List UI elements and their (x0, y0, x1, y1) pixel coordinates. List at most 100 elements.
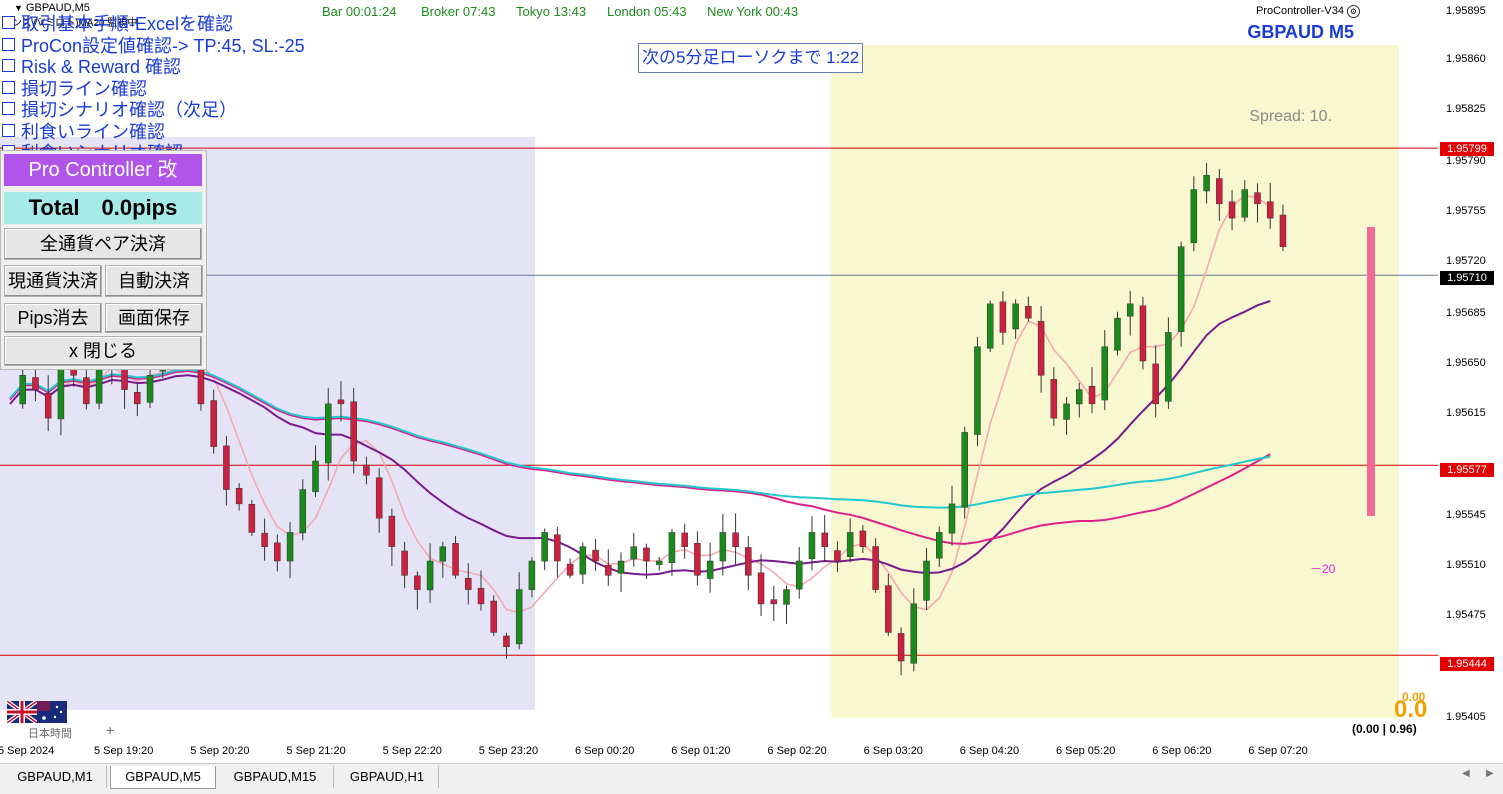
checklist-item[interactable]: 利食いライン確認 (2, 122, 165, 143)
candle-body[interactable] (1114, 317, 1121, 351)
candle-body[interactable] (312, 460, 319, 493)
candle-body[interactable] (923, 560, 930, 601)
candle-body[interactable] (1012, 303, 1019, 330)
candle-body[interactable] (477, 587, 485, 605)
candle-body[interactable] (1025, 305, 1032, 319)
candle-body[interactable] (655, 560, 663, 565)
candle-body[interactable] (872, 546, 879, 590)
checkbox-icon[interactable] (2, 102, 15, 115)
candle-body[interactable] (1177, 246, 1185, 332)
checklist-item[interactable]: 取引基本手順-Excelを確認 (2, 14, 233, 35)
candle-body[interactable] (439, 546, 447, 562)
candle-body[interactable] (554, 534, 561, 562)
candle-body[interactable] (146, 375, 154, 403)
candle-body[interactable] (630, 546, 638, 560)
candle-body[interactable] (897, 633, 905, 662)
clear-pips-button[interactable]: Pips消去 (4, 303, 102, 333)
candle-body[interactable] (566, 563, 574, 576)
candle-body[interactable] (821, 532, 828, 547)
checkbox-icon[interactable] (2, 80, 15, 94)
candle-body[interactable] (694, 542, 701, 576)
candle-body[interactable] (223, 445, 230, 490)
candle-body[interactable] (197, 364, 205, 405)
candle-body[interactable] (324, 403, 332, 464)
candle-body[interactable] (974, 346, 981, 435)
candle-body[interactable] (83, 377, 90, 405)
candle-body[interactable] (286, 532, 294, 562)
candle-body[interactable] (579, 546, 587, 575)
candle-body[interactable] (592, 549, 599, 562)
candle-body[interactable] (885, 585, 892, 633)
candle-body[interactable] (719, 532, 727, 562)
candle-body[interactable] (808, 532, 816, 560)
checklist-item[interactable]: ProCon設定値確認-> TP:45, SL:-25 (2, 36, 305, 57)
chart-canvas[interactable] (0, 0, 1438, 741)
candle-body[interactable] (1076, 389, 1083, 405)
candle-body[interactable] (999, 301, 1007, 333)
candle-body[interactable] (1228, 201, 1236, 219)
chart-tab[interactable]: GBPAUD,M15 (217, 766, 334, 788)
candle-body[interactable] (732, 532, 739, 547)
checkbox-icon[interactable] (2, 123, 15, 137)
candle-body[interactable] (986, 303, 994, 349)
candle-body[interactable] (770, 599, 778, 605)
candle-body[interactable] (337, 399, 345, 405)
candle-body[interactable] (706, 560, 714, 579)
candle-body[interactable] (1037, 321, 1045, 376)
candle-body[interactable] (1139, 305, 1147, 362)
close-current-pair-button[interactable]: 現通貨決済 (4, 265, 102, 297)
candle-body[interactable] (375, 477, 383, 519)
candle-body[interactable] (44, 392, 52, 419)
candle-body[interactable] (846, 532, 854, 558)
candle-body[interactable] (834, 550, 841, 562)
candle-body[interactable] (261, 532, 268, 547)
checkbox-icon[interactable] (2, 16, 15, 29)
candle-body[interactable] (1050, 379, 1058, 419)
collapse-triangle-icon[interactable]: ▼ (14, 3, 23, 13)
candle-body[interactable] (745, 547, 752, 576)
candle-body[interactable] (363, 464, 370, 476)
candle-body[interactable] (948, 503, 956, 534)
candle-body[interactable] (795, 560, 803, 590)
candle-body[interactable] (426, 560, 434, 591)
candle-body[interactable] (350, 401, 357, 462)
scroll-left-icon[interactable]: ◀ (1462, 768, 1470, 779)
checklist-item[interactable]: 損切シナリオ確認（次足） (2, 100, 237, 121)
candle-body[interactable] (134, 391, 141, 405)
candle-body[interactable] (757, 572, 765, 605)
candle-body[interactable] (274, 542, 281, 562)
candle-body[interactable] (248, 504, 256, 533)
candle-body[interactable] (32, 377, 39, 390)
candle-body[interactable] (541, 532, 548, 562)
candle-body[interactable] (401, 550, 408, 576)
candle-body[interactable] (668, 532, 676, 563)
candle-body[interactable] (605, 564, 612, 576)
candle-body[interactable] (681, 532, 688, 547)
candle-body[interactable] (643, 547, 650, 562)
chart-tab[interactable]: GBPAUD,M5 (110, 766, 216, 789)
chart-tab[interactable]: GBPAUD,H1 (336, 766, 439, 788)
candle-body[interactable] (936, 532, 943, 559)
candle-body[interactable] (210, 400, 217, 447)
checklist-item[interactable]: 損切ライン確認 (2, 79, 147, 100)
checklist-item[interactable]: Risk & Reward 確認 (2, 57, 181, 78)
candle-body[interactable] (503, 635, 510, 647)
candle-body[interactable] (388, 515, 396, 547)
candle-body[interactable] (1279, 214, 1287, 247)
candle-body[interactable] (1241, 189, 1249, 218)
candle-body[interactable] (490, 600, 497, 633)
candle-body[interactable] (1203, 175, 1210, 192)
candle-body[interactable] (1266, 201, 1274, 219)
checkbox-icon[interactable] (2, 59, 15, 72)
add-button[interactable]: + (106, 722, 115, 738)
candle-body[interactable] (414, 575, 421, 590)
settings-gear-icon[interactable]: ⚙ (1347, 5, 1360, 18)
candle-body[interactable] (515, 589, 523, 645)
candle-body[interactable] (1063, 403, 1070, 420)
candle-body[interactable] (859, 530, 867, 547)
scroll-right-icon[interactable]: ▶ (1486, 768, 1494, 779)
candle-body[interactable] (1101, 346, 1108, 401)
close-panel-button[interactable]: x 閉じる (4, 336, 202, 366)
candle-body[interactable] (1254, 192, 1261, 205)
candle-body[interactable] (1165, 332, 1172, 402)
